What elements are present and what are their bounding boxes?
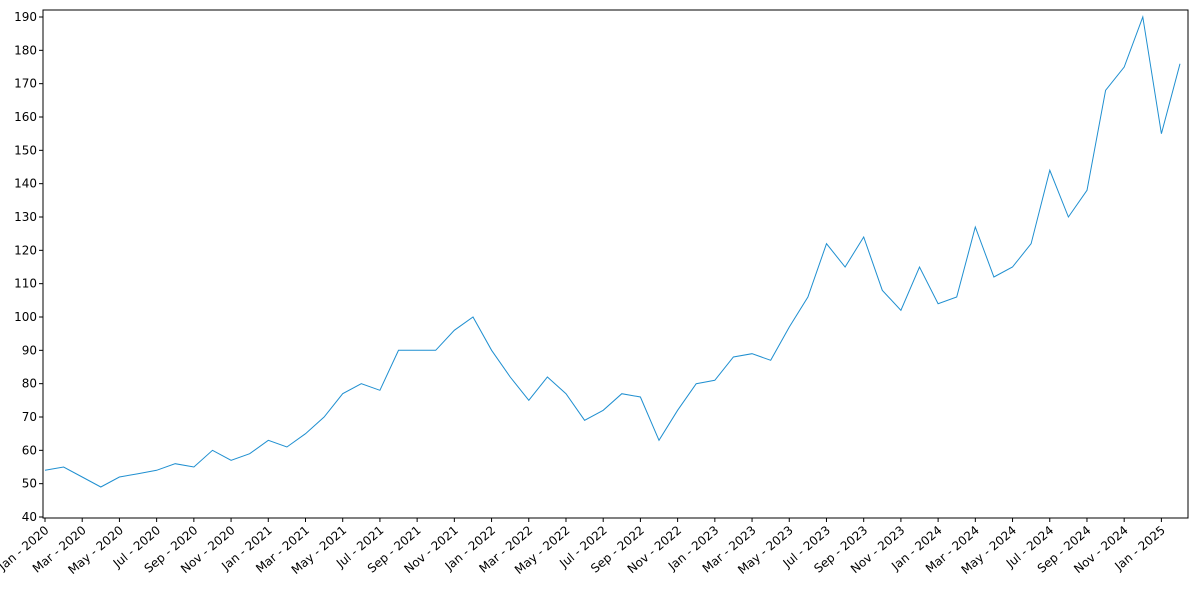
y-tick-label: 180 xyxy=(14,43,37,57)
plot-frame xyxy=(42,9,1189,519)
y-tick-label: 50 xyxy=(22,477,37,491)
y-tick-label: 120 xyxy=(14,243,37,257)
y-tick-label: 190 xyxy=(14,10,37,24)
y-tick-label: 110 xyxy=(14,277,37,291)
y-tick-label: 160 xyxy=(14,110,37,124)
y-tick-label: 70 xyxy=(22,410,37,424)
y-tick-label: 130 xyxy=(14,210,37,224)
y-tick-label: 100 xyxy=(14,310,37,324)
y-tick-label: 150 xyxy=(14,143,37,157)
y-tick-label: 90 xyxy=(22,343,37,357)
price-line xyxy=(44,15,1181,488)
y-tick-label: 140 xyxy=(14,177,37,191)
y-tick-label: 40 xyxy=(22,510,37,524)
y-tick-label: 170 xyxy=(14,77,37,91)
y-tick-label: 80 xyxy=(22,377,37,391)
y-tick-label: 60 xyxy=(22,443,37,457)
